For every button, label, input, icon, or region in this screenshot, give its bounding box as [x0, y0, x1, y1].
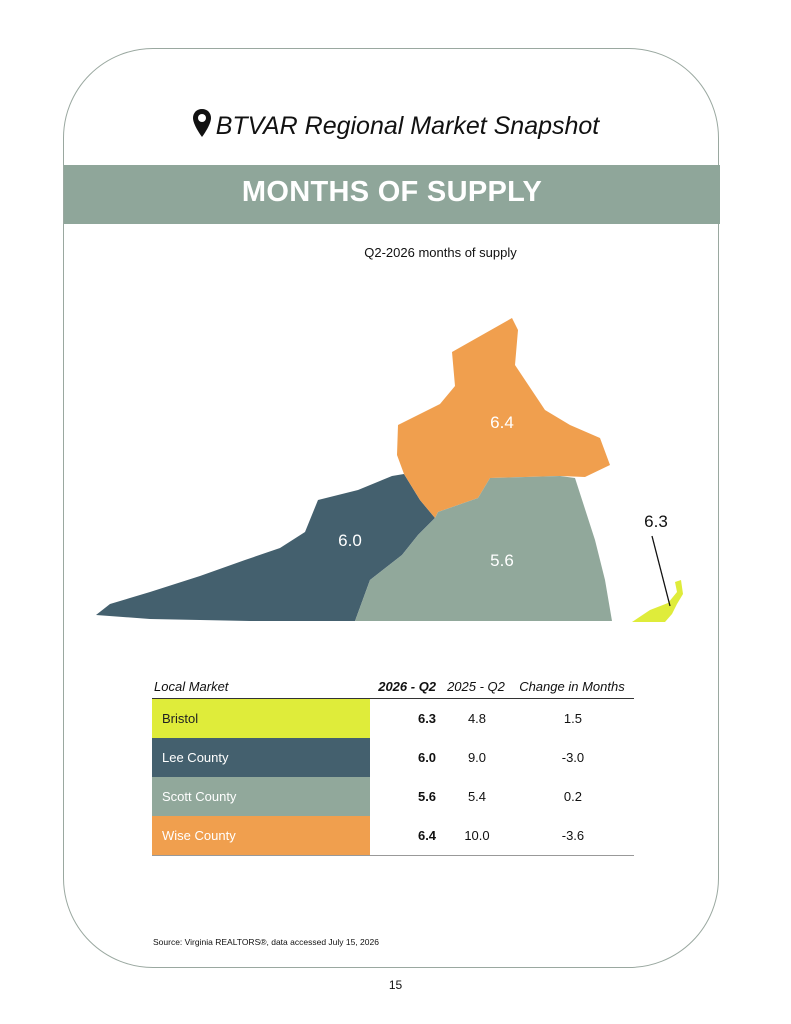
- column-header-local-market: Local Market: [152, 677, 370, 699]
- column-header-change: Change in Months: [511, 677, 634, 699]
- market-name-cell: Wise County: [152, 816, 370, 856]
- q2025-cell: 10.0: [442, 816, 512, 856]
- map-region-lee-county: [96, 474, 435, 621]
- q2026-cell: 6.0: [417, 750, 437, 765]
- q2026-cell: 6.3: [417, 711, 437, 726]
- table-row: Bristol 6.3 4.8 1.5: [152, 698, 634, 738]
- change-cell: -3.0: [561, 750, 585, 765]
- map-region-bristol: [632, 580, 683, 622]
- page-header: BTVAR Regional Market Snapshot: [0, 108, 791, 145]
- column-header-2025-q2: 2025 - Q2: [442, 677, 512, 699]
- column-header-2026-q2: 2026 - Q2: [370, 677, 443, 699]
- section-banner: MONTHS OF SUPPLY: [64, 165, 720, 224]
- change-cell: -3.6: [511, 816, 634, 856]
- map-region-scott-county: [355, 476, 612, 621]
- market-name-cell: Scott County: [152, 777, 370, 816]
- map-label-scott-county: 5.6: [490, 551, 514, 570]
- q2025-cell: 5.4: [467, 789, 487, 804]
- market-name-cell: Lee County: [152, 738, 370, 777]
- map-label-lee-county: 6.0: [338, 531, 362, 550]
- page-frame: [63, 48, 719, 968]
- region-map: 6.4 6.0 5.6 6.3: [96, 318, 683, 622]
- q2025-cell: 4.8: [467, 711, 487, 726]
- table-row: Scott County 5.6 5.4 0.2: [152, 777, 634, 816]
- source-note: Source: Virginia REALTORS®, data accesse…: [153, 937, 379, 947]
- map-region-wise-county: [397, 318, 610, 518]
- change-cell: 0.2: [563, 789, 582, 804]
- table-row: Wise County 6.4 10.0 -3.6: [152, 816, 634, 856]
- bristol-leader-line: [651, 535, 671, 607]
- map-label-wise-county: 6.4: [490, 413, 514, 432]
- header-title-text: BTVAR Regional Market Snapshot: [215, 112, 600, 140]
- map-title: Q2-2026 months of supply: [364, 245, 517, 260]
- map-pin-icon: [192, 108, 212, 145]
- market-name-cell: Bristol: [152, 698, 370, 738]
- map-label-bristol: 6.3: [644, 512, 668, 531]
- q2026-cell: 6.4: [370, 816, 443, 856]
- page-number: 15: [388, 978, 403, 992]
- q2025-cell: 9.0: [467, 750, 487, 765]
- q2026-cell: 5.6: [417, 789, 437, 804]
- change-cell: 1.5: [563, 711, 582, 726]
- market-table: Local Market 2026 - Q2 2025 - Q2 Change …: [152, 677, 634, 856]
- table-row: Lee County 6.0 9.0 -3.0: [152, 738, 634, 777]
- table-header-row: Local Market 2026 - Q2 2025 - Q2 Change …: [152, 677, 634, 699]
- banner-title: MONTHS OF SUPPLY: [241, 176, 543, 208]
